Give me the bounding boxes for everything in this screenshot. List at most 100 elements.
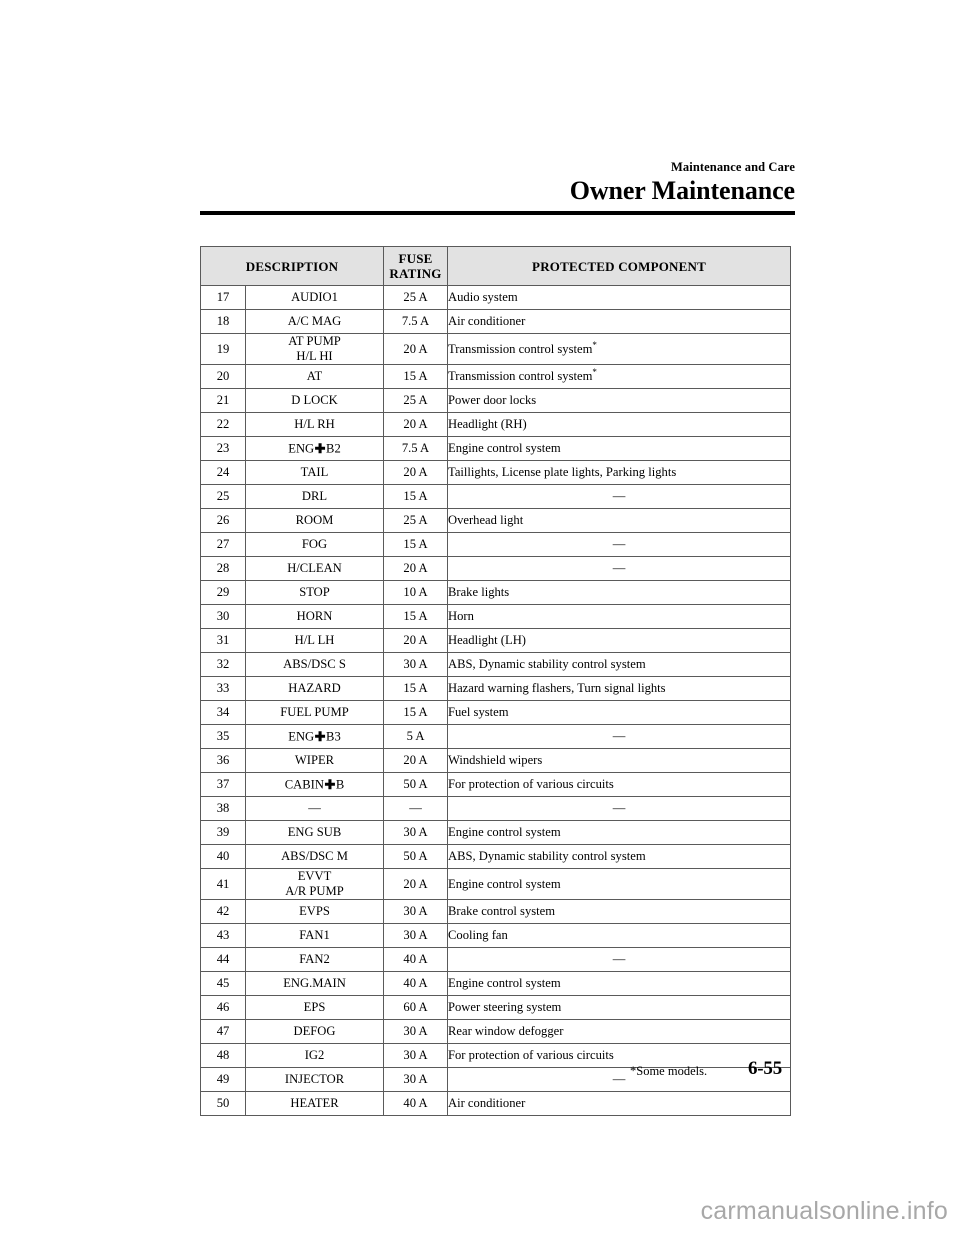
fuse-number: 40 <box>200 844 246 869</box>
fuse-description: H/L LH <box>245 628 384 653</box>
fuse-number: 47 <box>200 1019 246 1044</box>
table-row: 40 ABS/DSC M 50 A ABS, Dynamic stability co… <box>200 844 791 869</box>
fuse-table-body: 17 AUDIO1 25 A Audio system 18 A/C MAG 7.5 A Ai… <box>200 285 791 1116</box>
fuse-number: 33 <box>200 676 246 701</box>
running-header: Maintenance and Care Owner Maintenance <box>200 160 795 206</box>
fuse-number: 50 <box>200 1091 246 1116</box>
fuse-number: 20 <box>200 364 246 389</box>
fuse-number: 26 <box>200 508 246 533</box>
fuse-description: AT PUMP H/L HI <box>245 333 384 365</box>
protected-component: Fuel system <box>447 700 791 725</box>
table-row: 27 FOG 15 A — <box>200 532 791 557</box>
table-row: 26 ROOM 25 A Overhead light <box>200 508 791 533</box>
fuse-description: FAN1 <box>245 923 384 948</box>
protected-component: Rear window defogger <box>447 1019 791 1044</box>
table-row: 31 H/L LH 20 A Headlight (LH) <box>200 628 791 653</box>
fuse-rating: 50 A <box>383 844 448 869</box>
table-row: 42 EVPS 30 A Brake control system <box>200 899 791 924</box>
fuse-description: ROOM <box>245 508 384 533</box>
description-line-2: H/L HI <box>296 349 333 363</box>
fuse-number: 36 <box>200 748 246 773</box>
table-row: 48 IG2 30 A For protection of various circu… <box>200 1043 791 1068</box>
protected-component: Engine control system <box>447 868 791 900</box>
fuse-number: 22 <box>200 412 246 437</box>
fuse-description: A/C MAG <box>245 309 384 334</box>
table-row: 19 AT PUMP H/L HI 20 A Transmission control … <box>200 333 791 365</box>
table-row: 22 H/L RH 20 A Headlight (RH) <box>200 412 791 437</box>
fuse-number: 19 <box>200 333 246 365</box>
fuse-number: 18 <box>200 309 246 334</box>
plus-icon: ✚ <box>314 728 326 744</box>
fuse-number: 46 <box>200 995 246 1020</box>
fuse-rating: 30 A <box>383 1067 448 1092</box>
fuse-rating: 25 A <box>383 388 448 413</box>
fuse-rating: 40 A <box>383 1091 448 1116</box>
fuse-number: 44 <box>200 947 246 972</box>
plus-icon: ✚ <box>314 440 326 456</box>
table-row: 21 D LOCK 25 A Power door locks <box>200 388 791 413</box>
fuse-number: 45 <box>200 971 246 996</box>
fuse-number: 35 <box>200 724 246 749</box>
fuse-table: DESCRIPTION FUSE RATING PROTECTED COMPON… <box>200 246 791 1116</box>
fuse-description: EVVT A/R PUMP <box>245 868 384 900</box>
protected-component: Power steering system <box>447 995 791 1020</box>
table-row: 35 ENG✚B3 5 A — <box>200 724 791 749</box>
fuse-number: 23 <box>200 436 246 461</box>
fuse-description: CABIN✚B <box>245 772 384 797</box>
fuse-rating: 20 A <box>383 412 448 437</box>
table-row: 44 FAN2 40 A — <box>200 947 791 972</box>
fuse-rating: 15 A <box>383 484 448 509</box>
fuse-number: 31 <box>200 628 246 653</box>
fuse-rating: 20 A <box>383 748 448 773</box>
fuse-number: 29 <box>200 580 246 605</box>
fuse-description: EVPS <box>245 899 384 924</box>
table-row: 41 EVVT A/R PUMP 20 A Engine control system <box>200 868 791 900</box>
fuse-rating: 40 A <box>383 971 448 996</box>
fuse-description: HEATER <box>245 1091 384 1116</box>
protected-component: — <box>447 556 791 581</box>
fuse-rating: 15 A <box>383 700 448 725</box>
fuse-rating: 10 A <box>383 580 448 605</box>
table-row: 18 A/C MAG 7.5 A Air conditioner <box>200 309 791 334</box>
protected-component: Air conditioner <box>447 309 791 334</box>
fuse-number: 27 <box>200 532 246 557</box>
protected-component: Transmission control system* <box>447 364 791 389</box>
protected-component: ABS, Dynamic stability control system <box>447 844 791 869</box>
table-row: 25 DRL 15 A — <box>200 484 791 509</box>
protected-component: — <box>447 532 791 557</box>
fuse-number: 37 <box>200 772 246 797</box>
protected-component: Overhead light <box>447 508 791 533</box>
table-row: 32 ABS/DSC S 30 A ABS, Dynamic stability co… <box>200 652 791 677</box>
fuse-description: FOG <box>245 532 384 557</box>
protected-component: Taillights, License plate lights, Parkin… <box>447 460 791 485</box>
fuse-description: ENG✚B2 <box>245 436 384 461</box>
fuse-description: TAIL <box>245 460 384 485</box>
table-row: 28 H/CLEAN 20 A — <box>200 556 791 581</box>
fuse-table-container: DESCRIPTION FUSE RATING PROTECTED COMPON… <box>200 246 791 1116</box>
fuse-number: 41 <box>200 868 246 900</box>
protected-component: Hazard warning flashers, Turn signal lig… <box>447 676 791 701</box>
fuse-number: 48 <box>200 1043 246 1068</box>
footnote: *Some models. <box>630 1064 708 1078</box>
plus-icon: ✚ <box>324 776 336 792</box>
fuse-rating: 20 A <box>383 556 448 581</box>
protected-component: For protection of various circuits <box>447 772 791 797</box>
fuse-number: 38 <box>200 796 246 821</box>
protected-component: ABS, Dynamic stability control system <box>447 652 791 677</box>
fuse-rating-line2: RATING <box>389 266 442 281</box>
fuse-rating: 15 A <box>383 532 448 557</box>
protected-component: — <box>447 1067 791 1092</box>
fuse-rating: 15 A <box>383 364 448 389</box>
watermark: carmanualsonline.info <box>700 1197 948 1225</box>
protected-component: Headlight (RH) <box>447 412 791 437</box>
table-row: 23 ENG✚B2 7.5 A Engine control system <box>200 436 791 461</box>
fuse-rating: 7.5 A <box>383 436 448 461</box>
fuse-number: 42 <box>200 899 246 924</box>
fuse-rating: 20 A <box>383 628 448 653</box>
fuse-description: ENG✚B3 <box>245 724 384 749</box>
table-row: 33 HAZARD 15 A Hazard warning flashers, Tur… <box>200 676 791 701</box>
table-row: 37 CABIN✚B 50 A For protection of various c… <box>200 772 791 797</box>
fuse-rating: 30 A <box>383 899 448 924</box>
fuse-number: 39 <box>200 820 246 845</box>
fuse-description: ENG SUB <box>245 820 384 845</box>
